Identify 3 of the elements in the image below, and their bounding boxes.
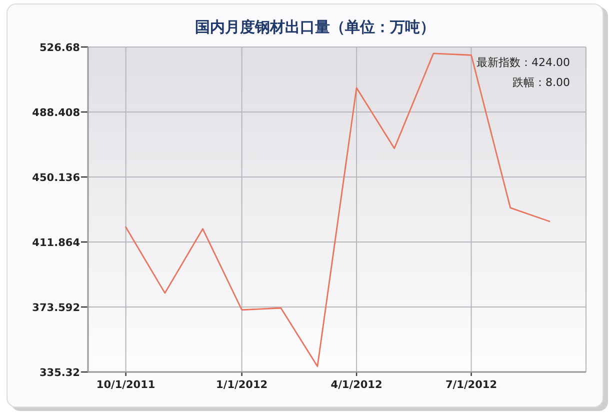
title: 国内月度钢材出口量（单位：万吨） xyxy=(195,18,435,36)
annotation: 跌幅：8.00 xyxy=(512,76,570,89)
annotation: 最新指数：424.00 xyxy=(476,56,570,69)
